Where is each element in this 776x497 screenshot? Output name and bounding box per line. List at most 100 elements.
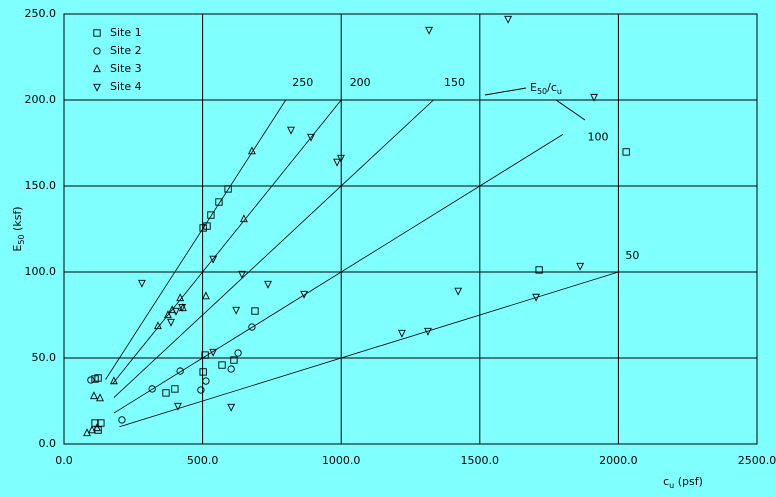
marker-triangle-down <box>532 293 540 302</box>
marker-circle <box>227 365 235 373</box>
marker-triangle-down <box>93 83 101 92</box>
marker-triangle-down <box>300 290 308 299</box>
marker-triangle-down <box>227 403 236 412</box>
marker-triangle-down <box>454 287 463 296</box>
legend-label: Site 3 <box>110 62 142 75</box>
marker-circle <box>118 416 126 424</box>
x-tick-label: 2500.0 <box>738 454 776 467</box>
marker-triangle-down <box>137 279 146 288</box>
annotation-leader <box>484 87 527 96</box>
marker-square <box>207 211 215 219</box>
marker-square <box>171 385 179 393</box>
marker-square <box>199 368 207 376</box>
marker-triangle-up <box>248 146 256 155</box>
marker-triangle-up <box>239 214 248 223</box>
marker-square <box>162 389 170 397</box>
marker-square <box>251 307 259 315</box>
marker-triangle-up <box>164 310 172 319</box>
marker-triangle-up <box>96 393 104 402</box>
marker-square <box>201 351 209 359</box>
x-tick-label: 0.0 <box>55 454 73 467</box>
x-tick-label: 1000.0 <box>322 454 361 467</box>
marker-circle <box>87 376 95 384</box>
marker-triangle-down <box>576 262 585 271</box>
marker-triangle-up <box>93 64 101 73</box>
marker-triangle-up <box>154 321 162 330</box>
y-tick-label: 200.0 <box>25 93 57 106</box>
x-tick-label: 1500.0 <box>461 454 500 467</box>
y-axis-label: E50 (ksf) <box>11 206 26 251</box>
marker-triangle-up <box>90 391 98 400</box>
marker-triangle-down <box>504 15 513 24</box>
marker-triangle-up <box>109 376 118 385</box>
marker-square <box>224 185 232 193</box>
marker-triangle-up <box>93 423 101 432</box>
marker-circle <box>176 367 184 375</box>
marker-square <box>230 356 238 364</box>
marker-square <box>535 266 543 274</box>
marker-triangle-down <box>307 133 315 142</box>
annotation-leader <box>555 99 586 121</box>
x-tick-label: 2000.0 <box>599 454 638 467</box>
marker-square <box>218 361 226 369</box>
marker-triangle-down <box>397 329 406 338</box>
ratio-label: 50 <box>625 249 639 262</box>
marker-circle <box>202 377 210 385</box>
ratio-label: 200 <box>350 76 371 89</box>
marker-square <box>93 29 101 37</box>
marker-circle <box>197 386 205 394</box>
y-tick-label: 50.0 <box>32 351 57 364</box>
y-tick-label: 250.0 <box>25 7 57 20</box>
marker-circle <box>234 349 242 357</box>
marker-triangle-down <box>336 154 345 163</box>
legend-label: Site 1 <box>110 26 142 39</box>
ratio-line <box>113 134 564 414</box>
marker-triangle-down <box>287 126 295 135</box>
marker-triangle-down <box>209 348 218 357</box>
x-axis-label: cu (psf) <box>663 475 703 490</box>
ratio-annotation: E50/cu <box>530 81 562 96</box>
marker-triangle-down <box>333 158 341 167</box>
marker-triangle-down <box>167 318 175 327</box>
marker-triangle-up <box>178 303 187 312</box>
ratio-label: 250 <box>292 76 313 89</box>
y-tick-label: 150.0 <box>25 179 57 192</box>
legend-label: Site 4 <box>110 80 142 93</box>
marker-circle <box>248 323 256 331</box>
y-tick-label: 100.0 <box>25 265 57 278</box>
marker-triangle-down <box>264 280 272 289</box>
ratio-label: 100 <box>587 130 608 143</box>
marker-triangle-down <box>238 270 246 279</box>
marker-triangle-down <box>209 255 218 264</box>
marker-triangle-down <box>424 327 432 336</box>
ratio-label: 150 <box>444 76 465 89</box>
ratio-line <box>113 99 434 398</box>
legend-label: Site 2 <box>110 44 142 57</box>
y-tick-label: 0.0 <box>39 437 57 450</box>
ratio-line <box>105 99 287 380</box>
marker-square <box>97 419 105 427</box>
ratio-line <box>119 271 619 428</box>
ratio-line <box>112 99 342 385</box>
marker-triangle-up <box>88 425 96 434</box>
marker-triangle-up <box>176 293 185 302</box>
marker-circle <box>148 385 156 393</box>
marker-circle <box>93 47 101 55</box>
marker-triangle-down <box>178 303 187 312</box>
marker-triangle-down <box>174 402 182 411</box>
marker-square <box>94 374 102 382</box>
marker-triangle-down <box>172 307 180 316</box>
marker-square <box>203 222 211 230</box>
marker-square <box>215 198 223 206</box>
marker-triangle-down <box>232 306 241 315</box>
marker-triangle-up <box>201 291 210 300</box>
marker-triangle-down <box>425 26 434 35</box>
marker-square <box>91 419 99 427</box>
marker-triangle-down <box>590 93 598 102</box>
x-tick-label: 500.0 <box>187 454 219 467</box>
marker-square <box>199 224 207 232</box>
marker-square <box>622 148 630 156</box>
